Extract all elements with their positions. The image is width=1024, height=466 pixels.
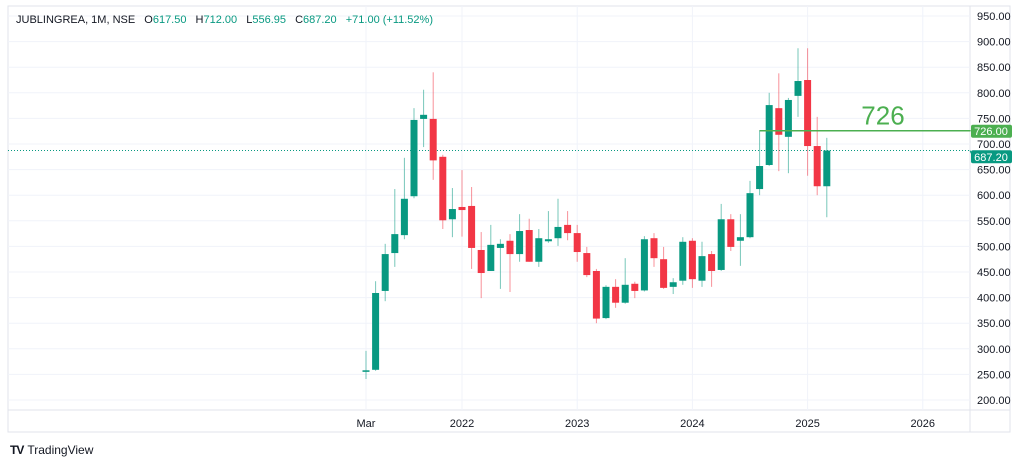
y-tick-label: 500.00 [977,241,1011,253]
candle-up [420,114,428,119]
candle-up [448,209,456,220]
open-value: 617.50 [152,14,187,26]
last-price-tag [971,150,1012,164]
y-tick-label: 900.00 [977,37,1011,49]
candle-down [631,283,639,291]
level-annotation: 726 [861,101,904,131]
candle-down [592,270,600,319]
candle-up [496,243,504,248]
candle-up [736,237,744,241]
change-value: +71.00 (+11.52%) [345,14,433,26]
candle-up [381,254,389,291]
candle-up [602,286,610,319]
candle-down [660,259,668,288]
candle-up [698,256,706,281]
y-tick-label: 650.00 [977,165,1011,177]
candle-up [765,105,773,165]
candle-up [784,99,792,137]
candle-down [813,146,821,187]
high-value: 712.00 [203,14,238,26]
brand-name: TradingView [27,443,94,457]
y-tick-label: 950.00 [977,11,1011,23]
candle-up [794,81,802,96]
x-tick-label: 2026 [911,418,935,430]
y-tick-label: 750.00 [977,113,1011,125]
candle-down [708,254,716,271]
candle-down [727,219,735,247]
candle-down [650,238,658,259]
candle-up [823,150,831,187]
candle-down [564,224,572,234]
y-tick-label: 550.00 [977,216,1011,228]
y-tick-label: 450.00 [977,267,1011,279]
candle-up [372,292,380,370]
candle-up [746,193,754,238]
candle-down [477,249,485,274]
open-label: O [144,14,153,26]
candle-up [362,370,370,372]
level-price-tag-text: 726.00 [974,126,1008,138]
y-tick-label: 850.00 [977,62,1011,74]
candle-down [573,233,581,253]
low-label: L [246,14,253,26]
x-tick-label: 2023 [565,418,589,430]
x-tick-label: 2024 [680,418,704,430]
close-label: C [295,14,304,26]
candle-down [688,240,696,280]
candle-up [554,226,562,239]
candle-down [583,253,591,276]
candle-up [621,284,629,303]
candle-up [487,244,495,271]
candle-up [669,282,677,287]
candle-up [391,234,399,254]
last-price-tag-text: 687.20 [974,152,1008,164]
y-tick-label: 350.00 [977,318,1011,330]
low-value: 556.95 [252,14,286,26]
level-price-tag [971,124,1012,138]
candle-down [468,205,476,248]
candle-down [525,230,533,262]
candle-up [400,198,408,236]
high-label: H [195,14,204,26]
candle-down [439,156,447,221]
candle-up [544,239,552,242]
candle-up [756,166,764,190]
candle-up [640,239,648,291]
y-tick-label: 250.00 [977,369,1011,381]
candle-up [717,219,725,270]
tradingview-logo-icon: TV [10,443,24,457]
y-tick-label: 400.00 [977,293,1011,305]
candle-down [612,286,620,303]
symbol-legend: JUBLINGREA, 1M, NSE O617.50 H712.00 L556… [16,14,433,26]
candle-down [429,118,437,161]
y-tick-label: 700.00 [977,139,1011,151]
candle-down [458,206,466,211]
candle-down [804,80,812,147]
candle-up [535,238,543,262]
chart-frame [7,5,1011,433]
y-tick-label: 800.00 [977,88,1011,100]
x-tick-label: 2022 [450,418,474,430]
candle-up [516,231,524,255]
close-value: 687.20 [303,14,337,26]
tradingview-brand[interactable]: TV TradingView [10,443,93,457]
candle-down [775,108,783,135]
candle-up [410,119,418,197]
x-tick-label: 2025 [795,418,819,430]
candle-up [679,241,687,281]
symbol-name: JUBLINGREA, 1M, NSE [16,14,136,26]
y-tick-label: 200.00 [977,395,1011,407]
y-tick-label: 600.00 [977,190,1011,202]
y-tick-label: 300.00 [977,344,1011,356]
x-tick-label: Mar [357,418,376,430]
candle-down [506,240,514,255]
